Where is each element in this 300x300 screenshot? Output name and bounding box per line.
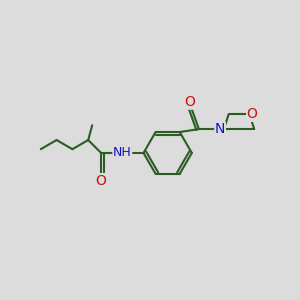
Text: O: O xyxy=(96,174,106,188)
Text: O: O xyxy=(184,95,196,109)
Text: O: O xyxy=(247,107,258,121)
Text: N: N xyxy=(215,122,225,136)
Text: NH: NH xyxy=(113,146,132,159)
